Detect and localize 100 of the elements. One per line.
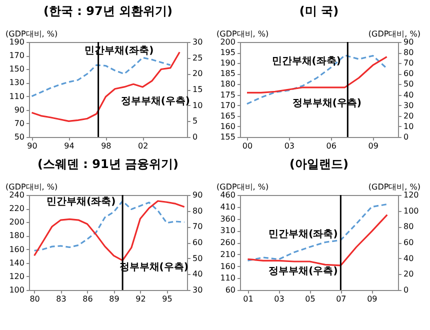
- line-series: [30, 56, 172, 98]
- line-series: [246, 203, 388, 262]
- y-tick-label: 460: [220, 190, 236, 200]
- y2-tick-label: 15: [192, 85, 203, 94]
- y-axis-title: (GDP대비, %): [6, 30, 58, 38]
- y-tick-label: 130: [9, 78, 24, 88]
- y-tick-label: 200: [9, 218, 24, 227]
- y2-tick-label: 70: [192, 222, 203, 232]
- x-tick-label: 00: [242, 142, 253, 150]
- y-tick-label: 70: [14, 118, 24, 128]
- y-tick-label: 200: [220, 38, 236, 46]
- y2-tick-label: 20: [404, 111, 414, 120]
- x-tick-label: 90: [27, 142, 38, 150]
- y2-tick-label: 100: [404, 206, 419, 216]
- y2-axis-title: (GDP대비, %): [368, 182, 420, 192]
- y2-tick-label: 40: [404, 254, 414, 263]
- y-tick-label: 220: [9, 204, 24, 214]
- line-series: [246, 214, 388, 266]
- y2-axis-title: (GDP대비, %): [368, 30, 420, 38]
- y2-tick-label: 20: [404, 270, 414, 279]
- x-tick-label: 80: [30, 294, 40, 304]
- y-tick-label: 110: [220, 274, 236, 283]
- y-tick-label: 210: [220, 250, 236, 259]
- y-tick-label: 360: [220, 214, 236, 224]
- x-tick-label: 89: [109, 294, 120, 304]
- y-tick-label: 190: [220, 58, 236, 68]
- annotation: 민간부채(좌축): [272, 56, 341, 67]
- y-tick-label: 150: [9, 64, 24, 74]
- y2-tick-label: 90: [404, 38, 414, 46]
- y-tick-label: 160: [9, 244, 24, 254]
- y2-tick-label: 80: [192, 206, 203, 216]
- y-tick-label: 60: [225, 286, 236, 294]
- x-tick-label: 05: [305, 294, 316, 304]
- y-axis-title: (GDP대비, %): [6, 182, 58, 192]
- x-tick-label: 92: [136, 294, 146, 304]
- y-tick-label: 180: [9, 231, 24, 240]
- y2-tick-label: 70: [404, 58, 414, 68]
- annotation: 민간부채(좌축): [268, 228, 338, 240]
- y2-tick-label: 60: [192, 238, 203, 247]
- y-tick-label: 310: [220, 226, 236, 236]
- y2-tick-label: 120: [404, 190, 419, 200]
- y-tick-label: 170: [220, 100, 236, 110]
- chart-title: (스웨덴 : 91년 금융위기): [38, 157, 178, 171]
- y2-tick-label: 0: [404, 132, 409, 142]
- y-axis-title: (GDP대비, %): [216, 182, 269, 192]
- x-tick-label: 98: [101, 142, 112, 150]
- y2-tick-label: 30: [192, 286, 203, 294]
- x-tick-label: 09: [367, 294, 378, 304]
- y2-tick-label: 25: [192, 53, 203, 62]
- x-tick-label: 03: [284, 142, 295, 150]
- x-tick-label: 03: [274, 294, 284, 304]
- y2-tick-label: 40: [192, 270, 203, 279]
- y2-tick-label: 10: [192, 100, 203, 110]
- annotation: 민간부채(좌축): [46, 196, 116, 208]
- x-tick-label: 95: [162, 294, 172, 304]
- x-tick-label: 07: [336, 294, 346, 304]
- y2-tick-label: 50: [192, 254, 203, 263]
- y-tick-label: 155: [220, 132, 236, 142]
- annotation: 정부부채(우측): [120, 96, 190, 107]
- chart-title: (미 국): [299, 4, 339, 18]
- y-tick-label: 260: [220, 238, 236, 247]
- x-tick-label: 09: [368, 142, 378, 150]
- x-tick-label: 94: [64, 142, 74, 150]
- y-tick-label: 90: [14, 105, 24, 114]
- y2-tick-label: 30: [404, 100, 414, 110]
- y2-tick-label: 0: [404, 286, 409, 294]
- y-tick-label: 140: [9, 258, 24, 268]
- y2-tick-label: 10: [404, 122, 414, 131]
- y-tick-label: 195: [220, 48, 236, 58]
- chart-title: (아일랜드): [290, 157, 348, 171]
- y-tick-label: 50: [14, 132, 24, 142]
- y-tick-label: 180: [220, 80, 236, 89]
- y2-tick-label: 40: [404, 90, 414, 100]
- y-tick-label: 170: [9, 51, 24, 60]
- x-tick-label: 86: [82, 294, 93, 304]
- x-tick-label: 02: [138, 142, 148, 150]
- y-tick-label: 185: [220, 69, 236, 78]
- y-tick-label: 100: [9, 286, 24, 294]
- y-axis-title: (GDP대비, %): [216, 30, 269, 38]
- y-tick-label: 190: [9, 38, 24, 46]
- y-tick-label: 160: [220, 122, 236, 131]
- y2-tick-label: 80: [404, 48, 414, 58]
- line-series: [246, 56, 388, 94]
- y-tick-label: 120: [9, 272, 24, 281]
- y-tick-label: 165: [220, 111, 236, 120]
- y2-tick-label: 0: [192, 132, 198, 142]
- y2-tick-label: 80: [404, 222, 414, 232]
- y2-tick-label: 5: [192, 116, 198, 126]
- y2-tick-label: 60: [404, 238, 414, 247]
- y-tick-label: 240: [9, 190, 24, 200]
- y-tick-label: 110: [9, 92, 24, 101]
- y2-tick-label: 30: [192, 38, 203, 46]
- y-tick-label: 175: [220, 90, 236, 100]
- y2-tick-label: 90: [192, 190, 203, 200]
- y2-tick-label: 60: [404, 69, 414, 78]
- x-tick-label: 01: [243, 294, 254, 304]
- chart-title: (한국 : 97년 외환위기): [44, 4, 172, 18]
- y-tick-label: 160: [220, 262, 236, 271]
- y-tick-label: 410: [220, 202, 236, 212]
- x-tick-label: 06: [326, 142, 336, 150]
